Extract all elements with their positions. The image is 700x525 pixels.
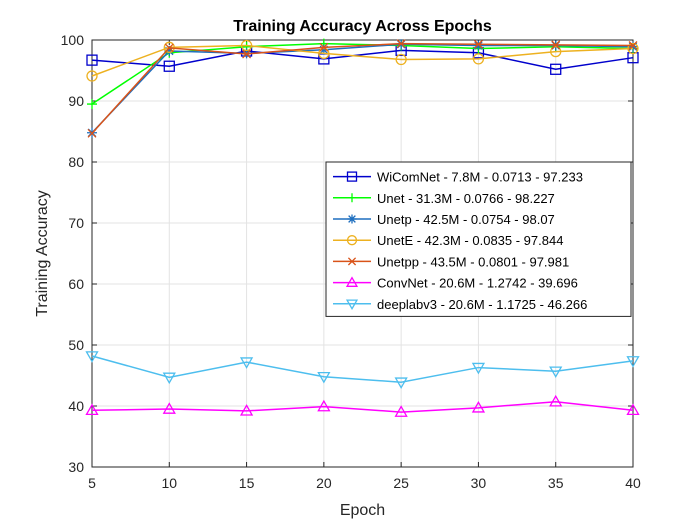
data-point-asterisk [164,45,175,56]
data-point-triangle-down [549,366,563,379]
data-point-x [628,41,638,50]
x-tick-label: 20 [316,475,332,491]
legend-item: Unet - 31.3M - 0.0766 - 98.227 [333,191,555,206]
x-tick-label: 35 [548,475,564,491]
legend-label: ConvNet - 20.6M - 1.2742 - 39.696 [377,276,578,291]
data-point-asterisk [347,214,357,224]
x-tick-label: 15 [239,475,255,491]
legend-label: Unet - 31.3M - 0.0766 - 98.227 [377,191,555,206]
data-point-x [319,42,329,52]
data-point-triangle-down [239,357,254,369]
data-point-plus [87,99,97,110]
x-tick-label: 10 [161,475,177,491]
data-point-x [551,40,561,50]
data-point-triangle-up [345,276,359,287]
data-point-x [396,39,406,49]
legend-item: deeplabv3 - 20.6M - 1.1725 - 46.266 [333,297,587,312]
data-point-plus [347,193,357,203]
y-tick-label: 60 [68,276,84,292]
series-line [91,49,634,71]
data-point-x [87,128,97,138]
data-point-square [163,60,175,72]
data-point-square [550,63,562,75]
data-point-circle [318,47,330,60]
data-point-triangle-up [317,399,331,412]
y-tick-label: 30 [68,459,84,475]
data-point-x [164,43,174,53]
data-point-circle [627,42,639,55]
data-point-triangle-down [85,351,99,363]
series-6 [85,351,640,390]
data-point-x [473,39,483,49]
data-point-triangle-down [471,362,486,375]
data-point-circle [550,45,562,58]
legend-item: UnetE - 42.3M - 0.0835 - 97.844 [333,233,563,248]
data-point-triangle-up [471,401,486,413]
data-point-triangle-up [549,394,563,407]
series-line [91,44,634,77]
data-point-asterisk [318,44,329,55]
y-tick-label: 50 [68,337,84,353]
data-point-circle [86,70,98,82]
data-point-circle [346,235,358,246]
legend-item: ConvNet - 20.6M - 1.2742 - 39.696 [333,276,578,291]
data-point-asterisk [628,41,638,52]
data-point-x [347,257,357,266]
series-line [91,42,634,134]
legend-item: WiComNet - 7.8M - 0.0713 - 97.233 [333,170,583,185]
data-point-triangle-down [626,356,640,368]
series-4 [87,39,638,138]
legend-label: WiComNet - 7.8M - 0.0713 - 97.233 [377,170,583,185]
x-tick-label: 30 [471,475,487,491]
y-tick-label: 90 [68,93,84,109]
data-point-triangle-up [394,405,408,417]
y-tick-label: 40 [68,398,84,414]
series-5 [85,394,640,417]
data-point-triangle-up [85,403,99,416]
data-point-square [86,54,98,66]
data-point-x [242,49,252,59]
data-point-triangle-down [317,371,331,384]
x-tick-label: 25 [393,475,409,491]
data-point-triangle-down [394,377,408,390]
series-line [91,400,634,413]
legend-item: Unetpp - 43.5M - 0.0801 - 97.981 [333,254,569,269]
y-tick-label: 80 [68,154,84,170]
data-point-asterisk [473,40,484,51]
legend-label: UnetE - 42.3M - 0.0835 - 97.844 [377,233,563,248]
x-tick-label: 5 [88,475,96,491]
x-tick-label: 40 [625,475,641,491]
data-point-circle [395,53,407,66]
data-point-square [346,171,358,182]
x-axis-label: Epoch [340,502,385,519]
data-point-circle [163,41,175,53]
legend-label: Unetpp - 43.5M - 0.0801 - 97.981 [377,254,569,269]
data-point-circle [472,53,485,65]
legend-box [325,161,632,317]
plot-frame [91,39,634,468]
y-axis-label: Training Accuracy [34,190,51,317]
series-group [85,38,640,417]
legend-item: Unetp - 42.5M - 0.0754 - 98.07 [333,212,555,227]
data-point-triangle-up [239,404,254,416]
y-tick-label: 70 [68,215,84,231]
legend-label: Unetp - 42.5M - 0.0754 - 98.07 [377,212,555,227]
series-line [91,355,634,383]
data-point-triangle-down [345,299,359,311]
data-point-triangle-down [162,372,176,385]
data-point-circle [240,39,253,52]
data-point-triangle-up [162,402,176,414]
y-tick-label: 100 [61,32,85,48]
legend-label: deeplabv3 - 20.6M - 1.1725 - 46.266 [377,297,587,312]
series-3 [86,39,639,82]
legend: WiComNet - 7.8M - 0.0713 - 97.233 Unet - … [325,161,632,317]
data-point-triangle-up [626,403,640,416]
chart-title: Training Accuracy Across Epochs [233,18,492,35]
